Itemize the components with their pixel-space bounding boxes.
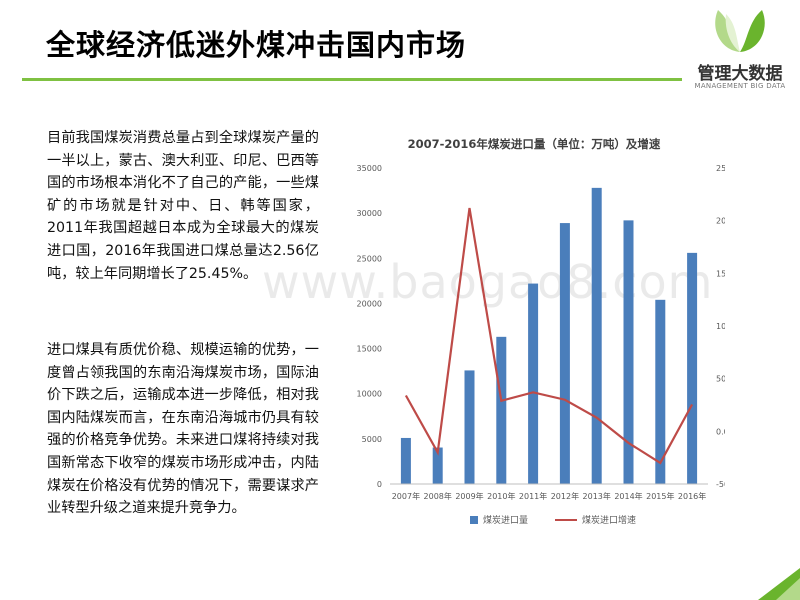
y-left-tick-label: 30000 — [357, 209, 382, 218]
bar-import-volume — [623, 220, 634, 484]
x-tick-label: 2012年 — [551, 491, 579, 501]
y-left-tick-label: 25000 — [357, 254, 382, 263]
corner-decoration-icon — [758, 568, 800, 600]
legend-label-growth: 煤炭进口增速 — [582, 514, 636, 526]
bar-import-volume — [591, 187, 602, 484]
y-left-tick-label: 10000 — [357, 390, 382, 399]
y-left-tick-label: 20000 — [357, 299, 382, 308]
logo-leaf-icon — [715, 10, 765, 52]
y-left-tick-label: 15000 — [357, 345, 382, 354]
paragraph-import-overview: 目前我国煤炭消费总量占到全球煤炭产量的一半以上，蒙古、澳大利亚、印尼、巴西等国的… — [47, 130, 319, 282]
bar-import-volume — [432, 447, 443, 484]
chart-title: 2007-2016年煤炭进口量（单位：万吨）及增速 — [408, 137, 661, 151]
bar-import-volume — [528, 283, 539, 484]
paragraph-import-advantage: 进口煤具有质优价稳、规模运输的优势，一度曾占领我国的东南沿海煤炭市场，国际油价下… — [47, 342, 319, 517]
legend-swatch-bar — [470, 516, 478, 524]
x-tick-label: 2011年 — [519, 491, 547, 501]
y-left-tick-label: 35000 — [357, 164, 382, 173]
logo-name-en: MANAGEMENT BIG DATA — [694, 82, 786, 90]
y-right-tick-label: 50.00% — [716, 375, 725, 384]
y-right-tick-label: 250.00% — [716, 164, 725, 173]
bar-import-volume — [464, 370, 475, 484]
x-tick-label: 2016年 — [678, 491, 706, 501]
y-right-tick-label: -50.00% — [716, 480, 725, 489]
bar-import-volume — [559, 223, 570, 484]
x-tick-label: 2009年 — [455, 491, 483, 501]
y-left-tick-label: 5000 — [362, 435, 382, 444]
y-right-tick-label: 200.00% — [716, 217, 725, 226]
watermark: www.baogao8.com — [262, 255, 714, 309]
x-tick-label: 2010年 — [487, 491, 515, 501]
bar-import-volume — [496, 336, 507, 484]
title-divider — [22, 78, 682, 81]
series-line-growth — [404, 207, 694, 465]
legend-label-volume: 煤炭进口量 — [483, 514, 528, 526]
y-right-tick-label: 0.00% — [716, 427, 725, 436]
logo-name-cn: 管理大数据 — [697, 64, 783, 84]
x-tick-label: 2014年 — [614, 491, 642, 501]
page-title: 全球经济低迷外煤冲击国内市场 — [46, 28, 467, 62]
y-left-tick-label: 0 — [377, 480, 382, 489]
y-right-tick-label: 100.00% — [716, 322, 725, 331]
x-tick-label: 2008年 — [424, 491, 452, 501]
bar-import-volume — [687, 252, 698, 484]
x-tick-label: 2007年 — [392, 491, 420, 501]
chart-legend: 煤炭进口量 煤炭进口增速 — [470, 514, 636, 526]
x-tick-label: 2015年 — [646, 491, 674, 501]
y-right-tick-label: 150.00% — [716, 269, 725, 278]
bar-import-volume — [655, 299, 666, 484]
coal-import-chart: 2007-2016年煤炭进口量（单位：万吨）及增速 0 5000 10000 1500… — [357, 137, 725, 526]
brand-logo: 管理大数据 MANAGEMENT BIG DATA — [688, 6, 792, 96]
x-tick-label: 2013年 — [583, 491, 611, 501]
bar-import-volume — [400, 437, 411, 484]
